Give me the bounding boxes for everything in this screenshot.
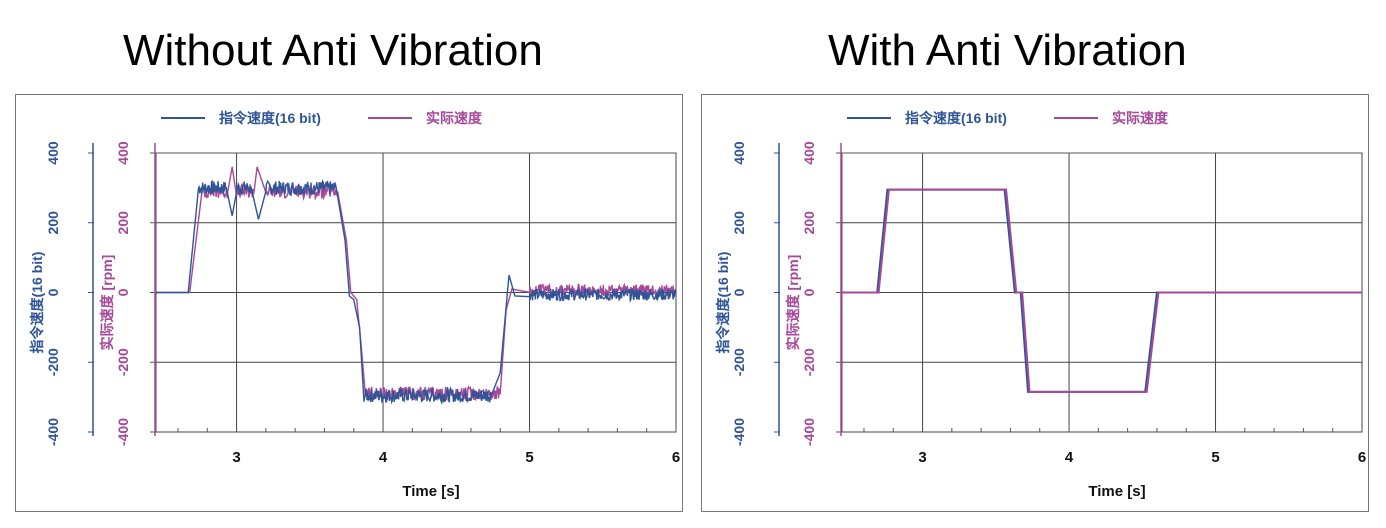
- x-tick-label: 6: [1358, 449, 1366, 466]
- legend-label: 实际速度: [1112, 110, 1169, 126]
- x-tick-label: 3: [918, 449, 926, 466]
- y-tick-label-left: 0: [731, 288, 747, 296]
- chart-panel-with-anti-vibration: 400 400 200 200 0 0 -200 -200 -400 -400 3 4 5 6 Time […: [701, 94, 1369, 512]
- y-axis-label-left: 指令速度(16 bit): [715, 252, 731, 354]
- y-tick-label-left: 0: [45, 288, 61, 296]
- series-line-command: [156, 179, 676, 406]
- series-line-command: [842, 188, 1362, 393]
- chart-title-left: Without Anti Vibration: [123, 26, 543, 75]
- x-tick-label: 5: [525, 449, 533, 466]
- y-tick-label-left: 400: [731, 141, 747, 165]
- y-tick-label-left: 400: [45, 141, 61, 165]
- y-tick-label-left: -400: [45, 418, 61, 446]
- y-tick-label-left: -200: [731, 348, 747, 376]
- x-tick-label: 4: [1065, 449, 1074, 466]
- y-tick-label-right: 400: [115, 141, 131, 165]
- y-tick-label-left: -400: [731, 418, 747, 446]
- y-tick-label-right: 400: [801, 141, 817, 165]
- chart-panel-without-anti-vibration: 400 400 200 200 0 0 -200 -200 -400 -400 3 4 5 6 Time […: [15, 94, 683, 512]
- y-axis-label-left: 指令速度(16 bit): [29, 252, 45, 354]
- y-tick-label-right: 200: [801, 211, 817, 235]
- x-tick-label: 5: [1211, 449, 1219, 466]
- series-line-actual: [156, 166, 676, 403]
- x-tick-label: 6: [672, 449, 680, 466]
- y-tick-label-left: 200: [45, 211, 61, 235]
- x-axis-label: Time [s]: [1088, 483, 1145, 500]
- y-tick-label-right: -200: [115, 348, 131, 376]
- legend-label: 实际速度: [426, 110, 483, 126]
- chart-svg-right: 400 400 200 200 0 0 -200 -200 -400 -400 3 4 5 6 Time […: [715, 110, 1366, 500]
- series-line-actual: [842, 188, 1362, 393]
- y-tick-label-right: -400: [115, 418, 131, 446]
- y-tick-label-right: 0: [801, 288, 817, 296]
- y-tick-label-left: -200: [45, 348, 61, 376]
- y-axis-label-right: 实际速度 [rpm]: [99, 255, 115, 351]
- y-tick-label-left: 200: [731, 211, 747, 235]
- legend-label: 指令速度(16 bit): [219, 110, 321, 126]
- legend-label: 指令速度(16 bit): [905, 110, 1007, 126]
- y-tick-label-right: 0: [115, 288, 131, 296]
- y-tick-label-right: -400: [801, 418, 817, 446]
- y-tick-label-right: -200: [801, 348, 817, 376]
- y-axis-label-right: 实际速度 [rpm]: [785, 255, 801, 351]
- x-tick-label: 4: [379, 449, 388, 466]
- y-tick-label-right: 200: [115, 211, 131, 235]
- chart-svg-left: 400 400 200 200 0 0 -200 -200 -400 -400 3 4 5 6 Time […: [29, 110, 680, 500]
- chart-title-right: With Anti Vibration: [828, 26, 1187, 75]
- x-tick-label: 3: [232, 449, 240, 466]
- x-axis-label: Time [s]: [402, 483, 459, 500]
